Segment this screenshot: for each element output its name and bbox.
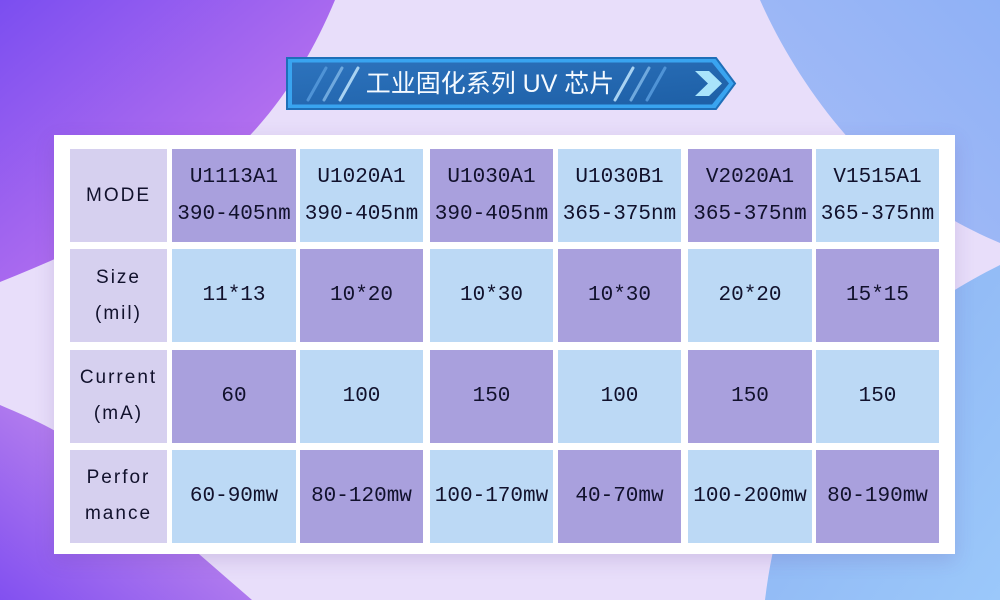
svg-text:工业固化系列 UV 芯片: 工业固化系列 UV 芯片	[366, 70, 615, 98]
